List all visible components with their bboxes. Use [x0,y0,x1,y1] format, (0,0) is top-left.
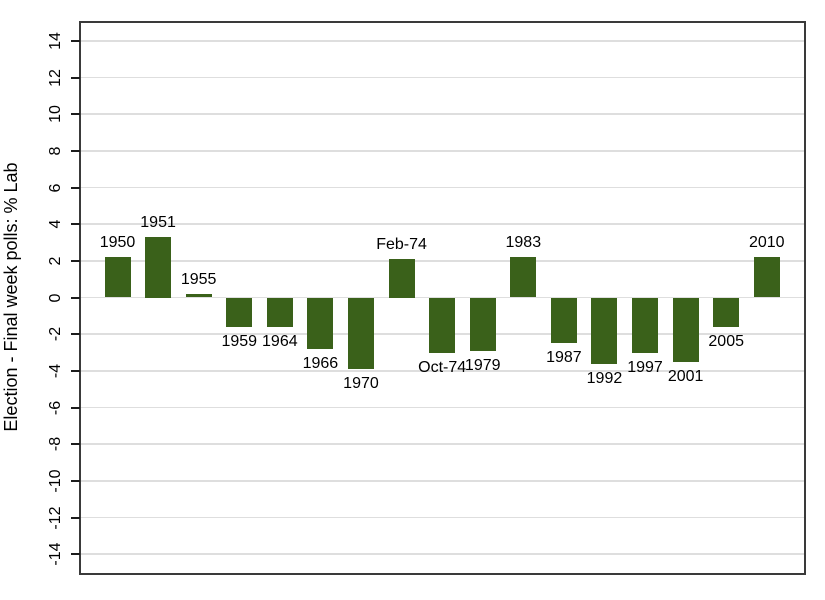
bar-1966 [307,297,334,349]
gridline-y-6 [80,406,804,409]
y-tick--10 [71,479,80,482]
y-tick-label-4: 4 [47,219,64,229]
bar-2010 [753,257,780,298]
bar-1951 [145,237,172,298]
bar-label-2005: 2005 [708,332,744,350]
gridline-y6 [80,186,804,189]
bar-label-1979: 1979 [464,356,501,374]
bar-label-2001: 2001 [667,367,704,385]
y-tick-14 [71,39,80,42]
bar-label-1950: 1950 [99,234,136,252]
gridline-y10 [80,113,804,115]
y-tick-label--4: -4 [47,363,64,378]
bar-label-2010: 2010 [748,234,785,252]
y-tick-label-2: 2 [47,256,64,266]
bar-1970 [347,297,374,369]
gridline-y14 [80,40,804,42]
y-tick-label--12: -12 [47,505,64,530]
y-tick-4 [71,223,80,226]
bar-label-1992: 1992 [586,369,623,387]
bar-label-1997: 1997 [627,358,663,376]
gridline-y-10 [80,480,804,482]
y-tick--14 [71,553,80,556]
y-tick-label-8: 8 [47,146,64,156]
bar-label-1955: 1955 [180,270,217,288]
y-tick-0 [71,296,80,299]
y-tick--4 [71,369,80,372]
bar-2001 [672,297,699,362]
bar-label-1966: 1966 [302,354,339,372]
gridline-y4 [80,223,804,225]
bar-1979 [469,297,496,351]
gridline-y0 [80,296,804,299]
y-tick--12 [71,516,80,519]
bar-label-1983: 1983 [505,234,542,252]
bar-label-1987: 1987 [546,349,582,367]
y-tick-label-10: 10 [47,105,64,124]
y-tick-label--8: -8 [47,437,64,452]
bar-Feb-74 [388,259,415,298]
y-tick-6 [71,186,80,189]
y-tick-label-0: 0 [47,293,64,302]
gridline-y-12 [80,516,804,519]
y-tick--2 [71,333,80,336]
gridline-y-4 [80,370,804,372]
y-tick-2 [71,259,80,262]
bar-label-1951: 1951 [140,214,176,231]
bar-1955 [185,293,212,298]
y-tick-label--2: -2 [47,327,64,342]
bar-1959 [226,297,253,327]
y-tick-label-12: 12 [47,68,64,87]
y-tick-10 [71,113,80,116]
gridline-y-8 [80,443,804,445]
y-tick-label-6: 6 [47,183,64,192]
bar-1992 [591,297,618,364]
gridline-y2 [80,260,804,262]
y-tick--8 [71,443,80,446]
bar-1983 [510,257,537,298]
bar-label-1964: 1964 [262,332,298,350]
bar-label-Feb-74: Feb-74 [376,236,427,253]
plot-frame [78,20,806,575]
bar-Oct-74 [429,297,456,353]
gridline-y12 [80,76,804,79]
bar-label-Oct-74: Oct-74 [418,358,467,376]
y-tick-label--14: -14 [47,542,64,566]
gridline-y8 [80,150,804,152]
y-tick-label--10: -10 [47,469,64,493]
bar-1997 [632,297,659,353]
y-tick-12 [71,76,80,79]
y-tick-label-14: 14 [47,31,64,50]
bar-1987 [550,297,577,344]
bar-2005 [713,297,740,327]
y-tick-label--6: -6 [47,400,64,415]
bar-1964 [266,297,293,327]
bar-label-1970: 1970 [343,375,379,392]
bar-label-1959: 1959 [221,332,258,350]
y-tick-8 [71,149,80,152]
y-tick--6 [71,406,80,409]
bar-1950 [104,257,131,298]
y-axis-title: Election - Final week polls: % Lab [1,162,21,432]
gridline-y-14 [80,553,804,555]
